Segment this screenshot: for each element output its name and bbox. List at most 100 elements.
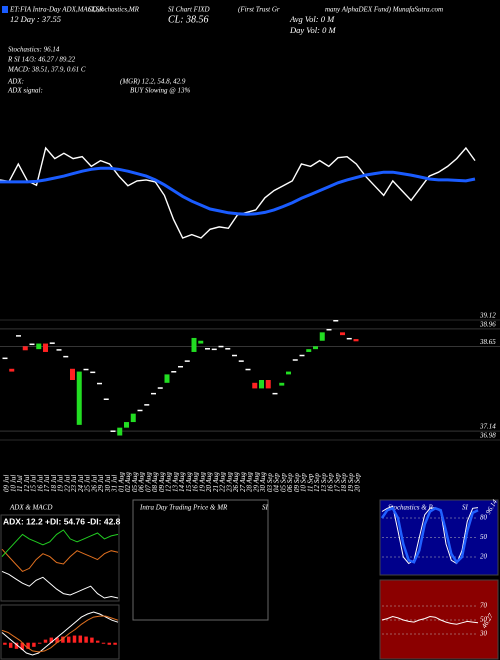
x-tick-label: 21 Aug: [212, 472, 220, 492]
x-tick-label: 16 Jul: [36, 475, 44, 492]
candle: [70, 368, 75, 380]
header-text: ET:FIA Intra-Day ADX,MACD,R: [9, 6, 104, 14]
series-line: [380, 506, 479, 565]
header-text: (First Trust Gr: [238, 6, 280, 14]
panel-title: ADX & MACD: [9, 504, 52, 512]
x-tick-label: 07 Aug: [144, 472, 152, 492]
candle: [178, 365, 183, 368]
candle: [171, 371, 177, 373]
stat-text: ADX:: [7, 78, 24, 86]
x-tick-label: 28 Aug: [246, 472, 254, 492]
candle: [265, 380, 271, 389]
stat-text: Stochastics: 96.14: [8, 46, 60, 54]
histogram-bar: [66, 636, 71, 643]
x-tick-label: 27 Aug: [239, 472, 247, 492]
series-line: [1, 611, 119, 656]
candle: [151, 392, 156, 395]
candle: [218, 345, 224, 348]
histogram-bar: [26, 642, 30, 649]
histogram-bar: [37, 642, 42, 644]
histogram-bar: [84, 636, 88, 643]
x-tick-label: 26 Jul: [90, 475, 98, 492]
x-tick-label: 22 Jul: [63, 475, 71, 492]
histogram-bar: [72, 635, 77, 643]
series-line: [0, 166, 476, 216]
histogram-bar: [61, 636, 65, 643]
day-vol: Day Vol: 0 M: [289, 25, 336, 35]
candle: [225, 348, 231, 350]
candle: [333, 320, 339, 322]
candle: [306, 349, 312, 352]
histogram-bar: [14, 642, 19, 649]
x-tick-label: 13 Aug: [171, 472, 179, 492]
series-line: [0, 146, 476, 239]
candle: [110, 430, 116, 432]
intraday-panel: [132, 499, 269, 621]
candle: [191, 337, 197, 352]
candle: [292, 359, 298, 361]
histogram-bar: [95, 640, 100, 643]
x-tick-label: 16 Aug: [192, 472, 200, 492]
x-tick-label: 19 Aug: [198, 472, 206, 492]
x-tick-label: 16 Sep: [327, 473, 335, 492]
x-tick-label: 01 Aug: [117, 472, 125, 492]
x-tick-label: 15 Jul: [30, 475, 38, 492]
histogram-bar: [113, 642, 117, 645]
x-tick-label: 17 Jul: [43, 475, 51, 492]
candle: [56, 349, 62, 351]
header-text: many AlphaDEX Fund) MunafaSutra.com: [325, 6, 443, 14]
y-tick-label: 38.96: [479, 321, 496, 329]
y-tick-label: 39.12: [479, 312, 496, 320]
x-tick-label: 05 Aug: [131, 472, 139, 492]
x-tick-label: 12 Sep: [313, 473, 321, 492]
x-tick-label: 02 Aug: [124, 472, 132, 492]
candle: [22, 346, 28, 351]
y-tick-label: 37.14: [479, 423, 496, 431]
y-tick-label: 80: [480, 514, 488, 522]
y-tick-label: 30: [479, 630, 488, 638]
candle: [130, 413, 136, 423]
adx-panel: [0, 514, 120, 602]
candle: [43, 343, 48, 352]
series-line: [1, 615, 119, 653]
x-tick-label: 11 Sep: [306, 473, 314, 492]
x-tick-label: 04 Sep: [273, 473, 281, 492]
x-tick-label: 06 Aug: [138, 472, 146, 492]
stat-text: R SI 14/3: 46.27 / 89.22: [7, 56, 76, 64]
close-text: CL: 38.56: [168, 14, 209, 25]
candle: [29, 343, 35, 346]
candle: [117, 427, 123, 436]
candle: [326, 328, 332, 331]
candle: [232, 354, 237, 357]
panel-title: Intra Day Trading Price & MR: [139, 504, 228, 512]
x-tick-label: 14 Aug: [178, 472, 186, 492]
x-tick-label: 29 Jul: [97, 475, 105, 492]
histogram-bar: [20, 642, 25, 650]
x-tick-label: 20 Sep: [354, 473, 362, 492]
candle: [198, 340, 204, 344]
stat-text: MACD: 38.51, 37.9, 0.61 C: [7, 66, 86, 74]
histogram-bar: [107, 642, 112, 645]
x-tick-label: 30 Jul: [104, 475, 112, 493]
candle: [252, 382, 258, 389]
x-tick-label: 29 Aug: [252, 472, 260, 492]
x-tick-label: 12 Aug: [165, 472, 173, 492]
candle: [157, 387, 163, 389]
candle: [340, 332, 345, 336]
x-tick-label: 20 Aug: [205, 472, 213, 492]
y-tick-label: 70: [480, 602, 488, 610]
candle: [90, 371, 96, 374]
histogram-bar: [43, 639, 48, 643]
stat-text: BUY Slowing @ 13%: [130, 87, 190, 95]
candle: [211, 348, 217, 351]
stat-text: (MGR) 12.2, 54.8, 42.9: [120, 78, 186, 86]
x-tick-label: 19 Jul: [57, 475, 65, 492]
candle: [286, 371, 291, 375]
histogram-bar: [49, 637, 54, 643]
candle: [9, 368, 15, 372]
logo-square: [2, 6, 8, 13]
x-tick-label: 17 Sep: [333, 473, 341, 492]
x-tick-label: 24 Jul: [77, 475, 85, 492]
